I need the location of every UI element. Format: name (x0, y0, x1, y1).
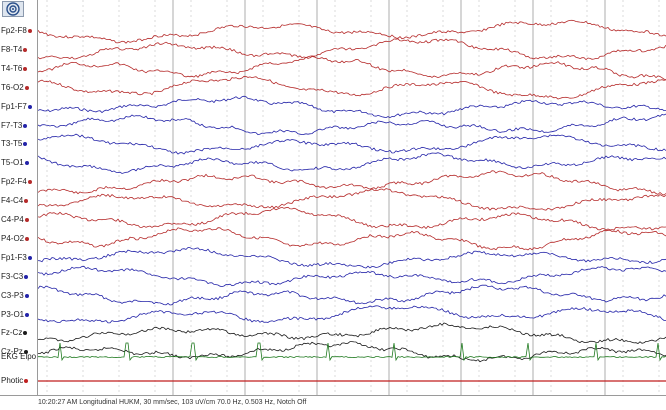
channel-label-text: Fp1-F7 (1, 101, 27, 111)
channel-label-text: F7-T3 (1, 120, 23, 130)
channel-color-marker (23, 331, 28, 336)
eeg-trace (38, 188, 666, 211)
channel-label[interactable]: T3-T5 (1, 138, 37, 150)
channel-label[interactable]: Photic (1, 375, 37, 387)
channel-label[interactable]: P3-O1 (1, 309, 37, 321)
channel-color-marker (27, 180, 32, 185)
channel-label[interactable]: F7-T3 (1, 120, 37, 132)
channel-label[interactable]: Fz-Cz (1, 327, 37, 339)
eeg-trace (38, 38, 666, 61)
channel-label[interactable]: EKG Elpo (1, 351, 37, 363)
channel-label[interactable]: T4-T6 (1, 63, 37, 75)
channel-label-panel: Fp2-F8 F8-T4 T4-T6 T6-O2 Fp1-F7 F7-T3 T3-T5 T5-… (0, 0, 38, 395)
channel-color-marker (27, 29, 32, 33)
recording-parameters: 10:20:27 AM Longitudinal HUKM, 30 mm/sec… (38, 399, 307, 406)
channel-label-text: F4-C4 (1, 196, 24, 206)
channel-label[interactable]: T6-O2 (1, 82, 37, 94)
channel-label-text: P4-O2 (1, 233, 25, 243)
channel-color-marker (27, 104, 32, 109)
channel-label[interactable]: F3-C3 (1, 271, 37, 283)
eeg-trace (38, 342, 666, 362)
channel-label-text: Fp2-F8 (1, 26, 27, 35)
channel-label-text: Fp1-F3 (1, 252, 27, 262)
eeg-trace (38, 305, 666, 324)
eeg-trace (38, 341, 666, 363)
eeg-trace (38, 152, 666, 174)
channel-color-marker (24, 199, 29, 204)
eeg-trace (38, 284, 666, 306)
status-bar: 10:20:27 AM Longitudinal HUKM, 30 mm/sec… (0, 395, 666, 410)
channel-label-text: F3-C3 (1, 271, 24, 281)
channel-label-text: C3-P3 (1, 290, 24, 300)
montage-settings-button[interactable] (2, 1, 24, 17)
channel-label[interactable]: C4-P4 (1, 214, 37, 226)
channel-label-text: T3-T5 (1, 139, 23, 149)
target-icon (6, 2, 20, 16)
channel-label[interactable]: Fp1-F7 (1, 101, 37, 113)
channel-label-text: Fz-Cz (1, 328, 23, 338)
channel-label-text: F8-T4 (1, 44, 23, 54)
channel-color-marker (24, 85, 29, 90)
channel-color-marker (24, 218, 29, 222)
channel-label[interactable]: Cz-Pz (1, 346, 37, 358)
channel-color-marker (23, 47, 28, 52)
eeg-trace (38, 227, 666, 251)
eeg-trace (38, 95, 666, 119)
eeg-trace (38, 170, 666, 196)
eeg-trace (38, 56, 666, 80)
channel-color-marker (23, 142, 28, 147)
eeg-trace-area[interactable] (38, 0, 666, 395)
channel-label[interactable]: F8-T4 (1, 44, 37, 56)
eeg-trace (38, 322, 666, 344)
eeg-trace (38, 247, 666, 269)
channel-label-text: P3-O1 (1, 309, 25, 319)
channel-label-text: T4-T6 (1, 63, 23, 73)
channel-color-marker (24, 274, 29, 279)
channel-label[interactable]: P4-O2 (1, 233, 37, 245)
channel-label-text: T6-O2 (1, 82, 24, 92)
channel-label-text: Fp2-F4 (1, 177, 27, 187)
channel-color-marker (23, 350, 28, 355)
channel-color-marker (25, 236, 30, 241)
channel-color-marker (24, 293, 29, 298)
channel-label-text: EKG Elpo (1, 352, 37, 361)
channel-label[interactable]: T5-O1 (1, 157, 37, 169)
channel-color-marker (23, 123, 28, 128)
eeg-trace (38, 133, 666, 155)
channel-label[interactable]: Fp2-F4 (1, 176, 37, 188)
eeg-trace (38, 206, 666, 231)
channel-label-text: C4-P4 (1, 215, 24, 224)
channel-label[interactable]: F4-C4 (1, 195, 37, 207)
channel-label[interactable]: Fp2-F8 (1, 25, 37, 37)
eeg-trace (38, 265, 666, 288)
channel-color-marker (24, 161, 29, 166)
channel-color-marker (25, 312, 30, 317)
channel-label-text: Photic (1, 376, 24, 385)
channel-label-text: T5-O1 (1, 158, 24, 168)
eeg-trace (38, 113, 666, 136)
channel-color-marker (27, 255, 32, 260)
channel-color-marker (24, 379, 29, 383)
channel-label[interactable]: C3-P3 (1, 290, 37, 302)
eeg-trace (38, 75, 666, 100)
eeg-trace (38, 19, 666, 44)
channel-label[interactable]: Fp1-F3 (1, 252, 37, 264)
channel-color-marker (23, 66, 28, 71)
channel-label-text: Cz-Pz (1, 347, 23, 357)
